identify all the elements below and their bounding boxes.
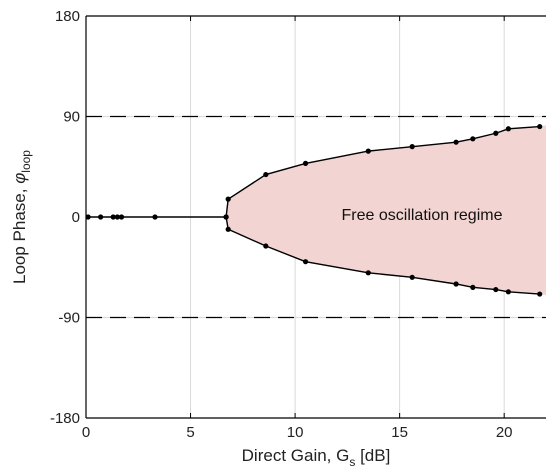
x-tick-label-4: 20	[496, 424, 513, 441]
tick-labels: 0 5 10 15 20 -180 -90 0 90 180	[50, 8, 513, 441]
data-point-0-1	[98, 214, 104, 220]
axes	[85, 15, 546, 419]
series-group	[85, 123, 543, 297]
data-point-1-8	[493, 286, 499, 293]
y-tick-label-1: -90	[58, 310, 80, 327]
free-oscillation-region	[226, 125, 546, 296]
data-point-0-16	[537, 123, 543, 130]
data-point-1-6	[453, 281, 459, 287]
data-point-1-2	[263, 243, 269, 249]
data-point-0-3	[114, 214, 120, 220]
data-point-0-8	[263, 171, 269, 178]
data-point-0-15	[505, 126, 511, 132]
annotation-label: Free oscillation regime	[342, 207, 503, 224]
data-point-1-7	[470, 284, 476, 290]
x-tick-label-3: 15	[391, 424, 408, 441]
x-axis-label: Direct Gain, Gs [dB]	[242, 446, 391, 469]
y-tick-label-0: -180	[50, 410, 80, 427]
data-point-1-5	[409, 274, 415, 280]
data-point-0-10	[365, 148, 371, 154]
data-point-0-9	[302, 160, 309, 166]
y-tick-label-3: 90	[63, 109, 80, 126]
data-point-1-3	[302, 259, 309, 265]
reference-lines	[86, 115, 546, 319]
data-point-0-13	[470, 136, 476, 142]
data-point-1-10	[537, 291, 543, 297]
data-point-1-0	[223, 214, 229, 220]
data-point-1-1	[225, 226, 231, 232]
data-point-0-4	[118, 214, 125, 220]
data-point-1-4	[365, 270, 371, 276]
y-tick-label-4: 180	[55, 8, 80, 25]
data-point-0-12	[453, 139, 459, 145]
x-tick-label-2: 10	[287, 424, 304, 441]
data-point-0-5	[152, 214, 158, 220]
y-tick-label-2: 0	[72, 209, 80, 226]
data-point-0-14	[493, 130, 499, 136]
data-point-0-11	[409, 144, 415, 150]
x-tick-label-1: 5	[186, 424, 194, 441]
data-point-1-9	[505, 289, 511, 295]
data-point-0-2	[110, 214, 116, 220]
data-point-0-7	[225, 196, 231, 202]
x-tick-label-0: 0	[82, 424, 90, 441]
y-axis-label: Loop Phase, φloop	[10, 150, 33, 284]
